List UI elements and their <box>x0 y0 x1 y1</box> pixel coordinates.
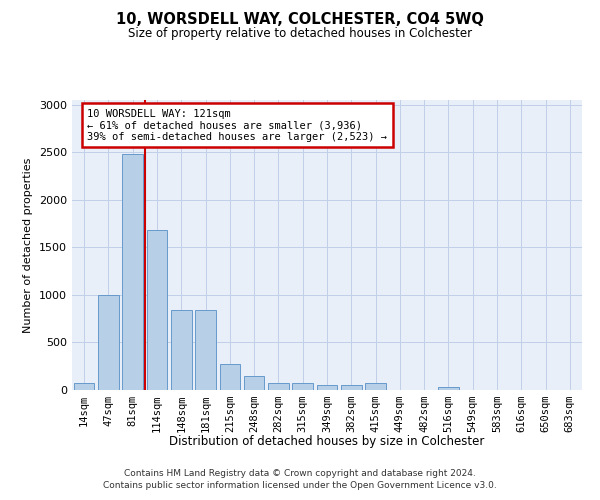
Bar <box>292 383 313 390</box>
Bar <box>195 310 216 390</box>
Bar <box>98 295 119 390</box>
Text: 10 WORSDELL WAY: 121sqm
← 61% of detached houses are smaller (3,936)
39% of semi: 10 WORSDELL WAY: 121sqm ← 61% of detache… <box>88 108 388 142</box>
Bar <box>146 230 167 390</box>
Bar <box>365 383 386 390</box>
Y-axis label: Number of detached properties: Number of detached properties <box>23 158 34 332</box>
Bar <box>341 385 362 390</box>
Text: Distribution of detached houses by size in Colchester: Distribution of detached houses by size … <box>169 435 485 448</box>
Bar <box>220 364 240 390</box>
Text: Size of property relative to detached houses in Colchester: Size of property relative to detached ho… <box>128 28 472 40</box>
Bar <box>74 383 94 390</box>
Text: 10, WORSDELL WAY, COLCHESTER, CO4 5WQ: 10, WORSDELL WAY, COLCHESTER, CO4 5WQ <box>116 12 484 28</box>
Bar <box>244 376 265 390</box>
Bar <box>317 385 337 390</box>
Bar <box>171 310 191 390</box>
Bar <box>268 383 289 390</box>
Bar <box>438 387 459 390</box>
Bar <box>122 154 143 390</box>
Text: Contains public sector information licensed under the Open Government Licence v3: Contains public sector information licen… <box>103 481 497 490</box>
Text: Contains HM Land Registry data © Crown copyright and database right 2024.: Contains HM Land Registry data © Crown c… <box>124 468 476 477</box>
